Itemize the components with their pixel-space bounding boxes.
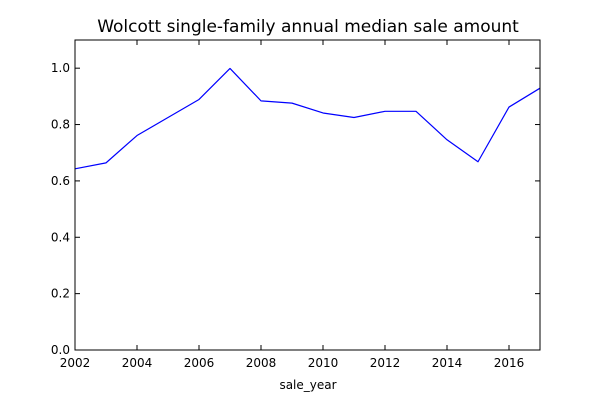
chart-title: Wolcott single-family annual median sale… [97,17,519,37]
x-tick-label: 2010 [308,356,339,370]
y-tick-label: 1.0 [51,61,70,75]
y-tick-label: 0.8 [51,118,70,132]
axis-ticks: 2002 2004 2006 2008 2010 2012 2014 2016 0.0 0.2 0.… [51,40,540,370]
y-tick-label: 0.0 [51,343,70,357]
plot-area [74,67,541,170]
x-tick-label: 2014 [432,356,463,370]
plot-frame [74,39,541,351]
x-tick-label: 2012 [370,356,401,370]
y-tick-label: 0.2 [51,287,70,301]
x-tick-label: 2004 [122,356,153,370]
series-line-0 [74,67,541,170]
x-tick-label: 2008 [246,356,277,370]
y-tick-label: 0.6 [51,174,70,188]
y-tick-label: 0.4 [51,230,70,244]
x-tick-label: 2002 [60,356,91,370]
x-tick-label: 2016 [494,356,525,370]
x-axis-label: sale_year [279,378,336,392]
x-tick-label: 2006 [184,356,215,370]
